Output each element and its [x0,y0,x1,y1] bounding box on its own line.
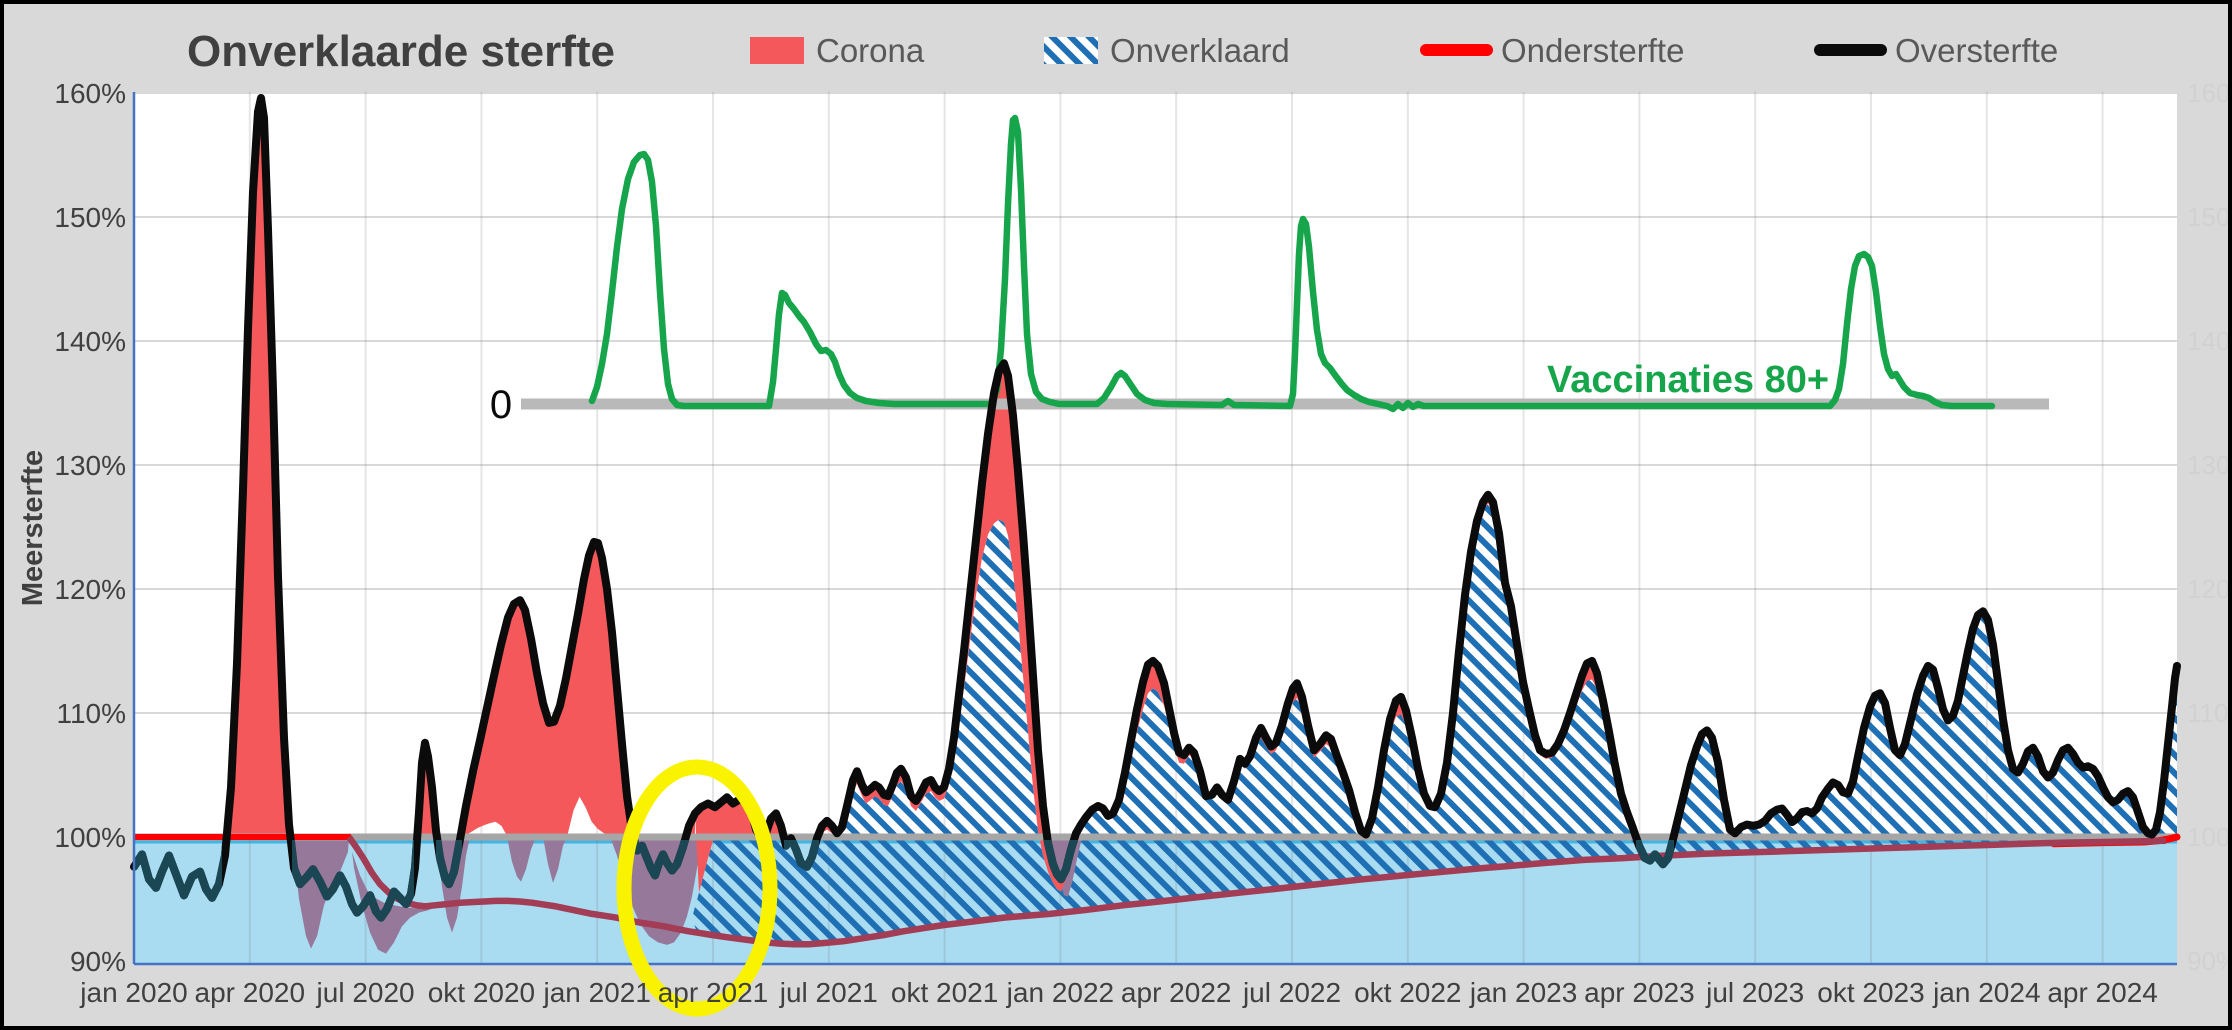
right-faint-tick-label: 110% [2187,698,2232,728]
y-tick-label: 120% [54,574,126,605]
y-tick-label: 140% [54,326,126,357]
x-tick-label: apr 2020 [195,977,306,1008]
x-tick-label: okt 2021 [891,977,998,1008]
y-tick-label: 160% [54,78,126,109]
y-tick-label: 90% [70,946,126,977]
y-tick-label: 130% [54,450,126,481]
legend-label-onverklaard: Onverklaard [1110,32,1290,69]
oversterfte-line [130,94,2181,922]
right-faint-tick-label: 90% [2187,946,2232,976]
corona-under100-wedge [352,851,431,954]
y-tick-label: 110% [56,698,126,729]
x-tick-label: jan 2024 [1932,977,2040,1008]
x-tick-label: jan 2022 [1006,977,1114,1008]
corona-area-winter2020 [460,541,634,837]
x-tick-label: okt 2022 [1354,977,1461,1008]
y-tick-label: 100% [54,822,126,853]
x-tick-label: okt 2020 [428,977,535,1008]
right-faint-tick-label: 120% [2187,574,2232,604]
vaccinations-label: Vaccinaties 80+ [1547,359,1829,401]
y-tick-label: 150% [54,202,126,233]
corona-under100-wedge [507,837,536,882]
x-tick-label: apr 2021 [658,977,769,1008]
x-tick-label: apr 2023 [1584,977,1695,1008]
corona-swatch-icon [750,37,804,64]
legend-label-ondersterfte: Ondersterfte [1501,32,1684,69]
y-axis-title: Meersterfte [17,450,49,606]
mortality-chart: Onverklaarde sterfte Corona Onverklaard … [17,27,2232,1017]
page-title: Onverklaarde sterfte [187,27,615,76]
corona-area-2020-peak [226,98,291,837]
corona-under100-wedge [543,837,567,883]
right-faint-tick-label: 130% [2187,450,2232,480]
x-tick-label: jan 2023 [1469,977,1577,1008]
x-tick-label: jul 2020 [316,977,415,1008]
legend-label-oversterfte: Oversterfte [1895,32,2058,69]
chart-header: Onverklaarde sterfte Corona Onverklaard … [187,27,2058,76]
x-tick-label: jul 2022 [1242,977,1341,1008]
highlight-ellipse [616,759,778,1017]
vaccination-zero-label: 0 [490,383,512,427]
onverklaard-swatch-icon [1044,37,1098,64]
right-faint-tick-label: 140% [2187,326,2232,356]
x-tick-label: jul 2021 [779,977,878,1008]
corona-under100-wedge [292,837,349,949]
vaccinations-80plus-line [588,114,1996,413]
x-tick-label: jan 2020 [79,977,187,1008]
plot-area: 0 Vaccinaties 80+ 160% 150% 140% 130% 120% 110%… [54,78,2232,1017]
legend: Corona Onverklaard Ondersterfte Overster… [750,32,2058,69]
right-faint-tick-label: 100% [2187,822,2232,852]
x-tick-label: jan 2021 [542,977,650,1008]
x-tick-label: jul 2023 [1705,977,1804,1008]
right-faint-tick-label: 150% [2187,202,2232,232]
legend-label-corona: Corona [816,32,925,69]
x-tick-label: okt 2023 [1817,977,1924,1008]
right-faint-tick-label: 160% [2187,78,2232,108]
x-tick-label: apr 2024 [2047,977,2158,1008]
x-tick-label: apr 2022 [1121,977,1232,1008]
